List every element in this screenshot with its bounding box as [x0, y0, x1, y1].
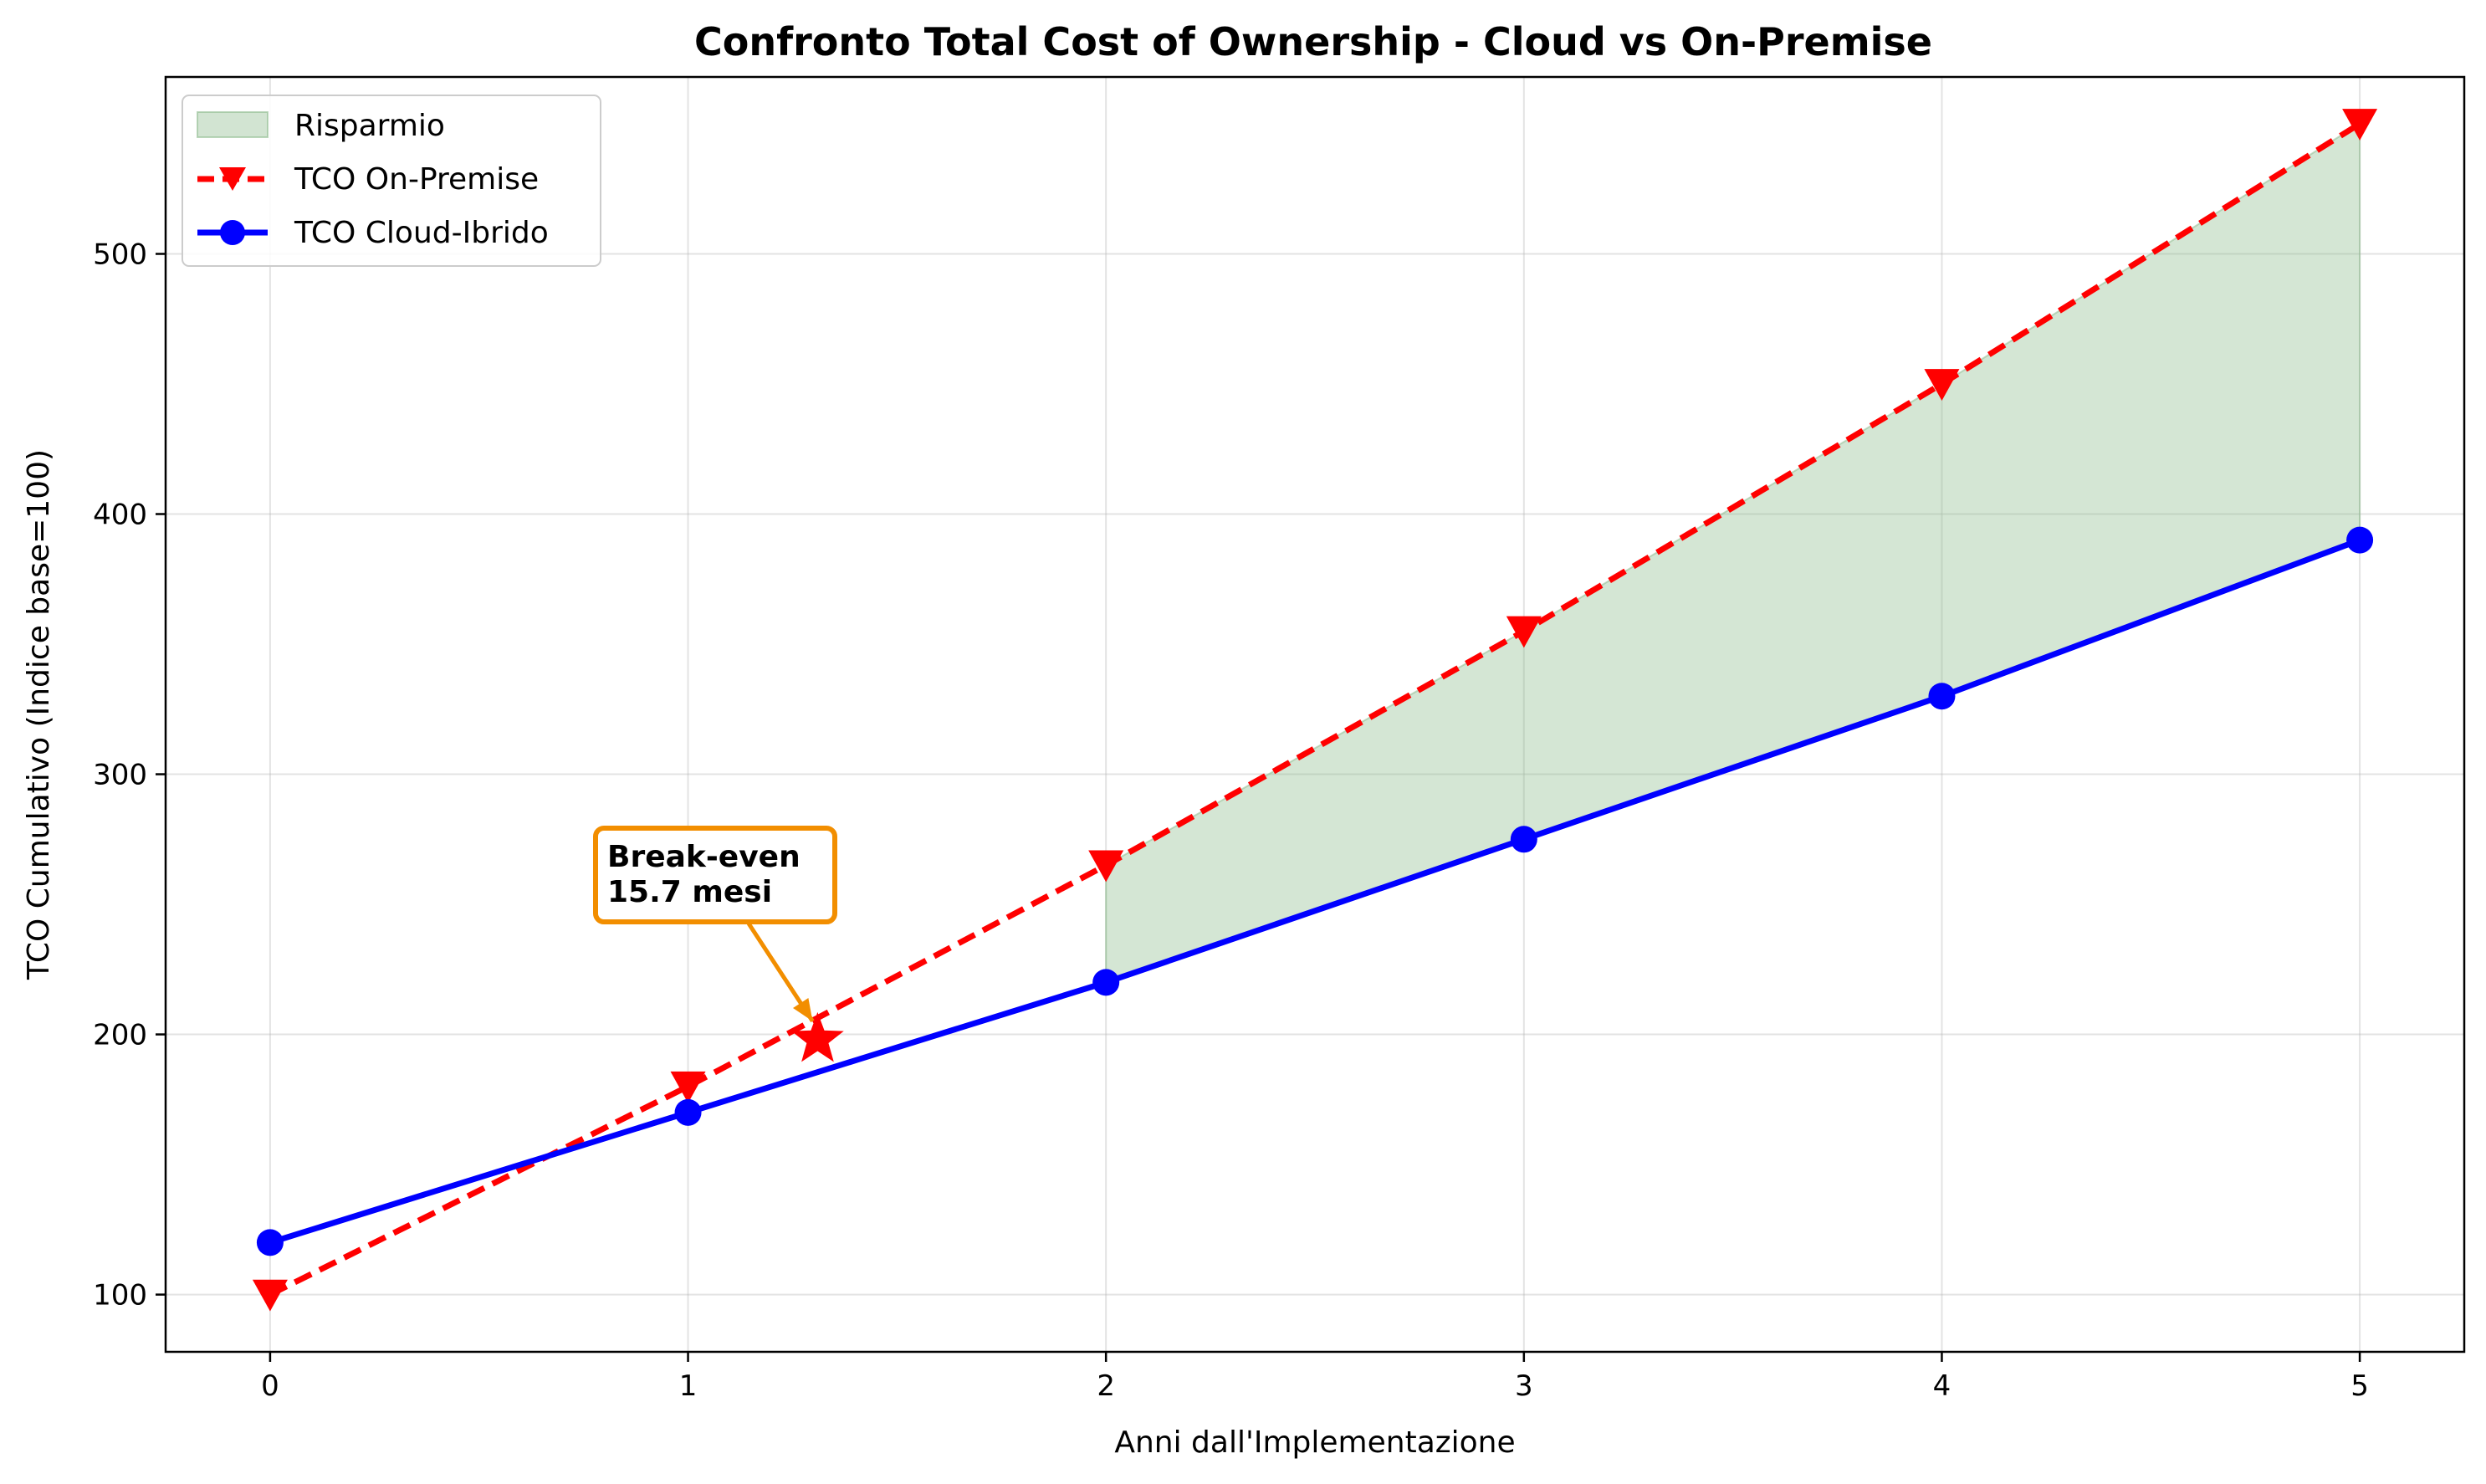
break-even-arrow-head — [792, 997, 813, 1021]
break-even-star — [791, 1011, 844, 1062]
x-tick-label: 3 — [1515, 1369, 1533, 1403]
cloud-ibrido-line — [269, 537, 2361, 1246]
y-tick-label: 100 — [93, 1279, 147, 1313]
cloud-ibrido-marker — [674, 1098, 702, 1126]
y-tick-label: 200 — [93, 1019, 147, 1052]
y-tick-label: 500 — [93, 238, 147, 271]
legend: Risparmio TCO On-Premise TCO Cloud-Ibrid… — [182, 95, 601, 267]
break-even-box — [593, 826, 837, 924]
x-axis-label: Anni dall'Implementazione — [1114, 1425, 1515, 1460]
cloud-ibrido-marker — [2346, 526, 2374, 554]
x-tick-label: 5 — [2350, 1369, 2369, 1403]
plot-frame — [164, 75, 2466, 1354]
y-tick-label: 400 — [93, 499, 147, 532]
legend-cloud-marker — [220, 220, 245, 245]
on-premise-line — [269, 121, 2361, 1297]
y-axis-label: TCO Cumulativo (Indice base=100) — [22, 449, 56, 980]
on-premise-marker — [252, 1279, 288, 1312]
legend-risparmio-label: Risparmio — [294, 109, 445, 143]
chart-title: Confronto Total Cost of Ownership - Clou… — [694, 19, 1932, 64]
x-tick-label: 2 — [1097, 1369, 1115, 1403]
cloud-ibrido-marker — [256, 1229, 284, 1256]
on-premise-marker — [1506, 616, 1542, 648]
cloud-ibrido-marker — [1510, 826, 1537, 853]
tick-layer: 0 1 2 3 4 5 100 200 300 400 500 — [93, 238, 2369, 1403]
on-premise-marker — [2342, 109, 2378, 141]
y-tick-label: 300 — [93, 759, 147, 792]
grid-layer — [166, 77, 2464, 1352]
x-tick-label: 0 — [261, 1369, 279, 1403]
series-layer — [252, 109, 2378, 1312]
x-tick-label: 4 — [1933, 1369, 1951, 1403]
legend-cloud-label: TCO Cloud-Ibrido — [294, 216, 549, 250]
legend-on-premise-label: TCO On-Premise — [294, 162, 539, 197]
on-premise-marker — [670, 1071, 706, 1103]
cloud-ibrido-marker — [1928, 683, 1956, 710]
on-premise-marker — [1924, 369, 1960, 401]
legend-frame — [182, 95, 601, 267]
break-even-label-line2: 15.7 mesi — [607, 875, 772, 909]
legend-on-premise-marker — [219, 167, 246, 191]
on-premise-marker — [1088, 850, 1124, 883]
legend-risparmio-swatch — [197, 111, 269, 138]
break-even-label-line1: Break-even — [607, 840, 801, 874]
cloud-ibrido-marker — [1092, 969, 1120, 996]
x-tick-label: 1 — [679, 1369, 698, 1403]
